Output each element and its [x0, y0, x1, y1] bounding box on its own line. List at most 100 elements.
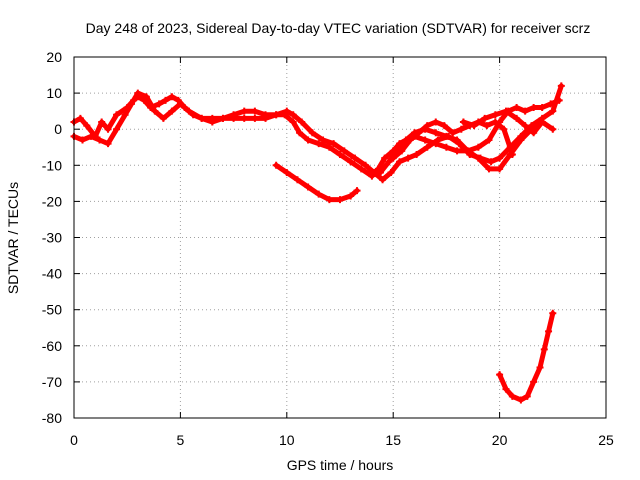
y-tick-label: 20 — [46, 49, 62, 65]
data-point — [496, 154, 504, 162]
data-point — [330, 140, 338, 148]
data-point — [362, 161, 370, 169]
data-point — [96, 136, 104, 144]
data-point — [319, 136, 327, 144]
x-tick-label: 15 — [385, 432, 401, 448]
data-point — [398, 147, 406, 155]
data-point — [98, 118, 106, 126]
y-tick-label: -50 — [42, 302, 62, 318]
data-point — [457, 125, 465, 133]
y-tick-label: -60 — [42, 338, 62, 354]
data-point — [162, 96, 170, 104]
data-point — [530, 129, 538, 137]
data-point — [336, 150, 344, 158]
data-point — [251, 114, 259, 122]
grid-lines — [74, 57, 606, 418]
data-point — [315, 190, 323, 198]
data-point — [538, 104, 546, 112]
data-point — [508, 392, 516, 400]
x-axis-title: GPS time / hours — [287, 457, 394, 473]
data-point — [251, 107, 259, 115]
data-point — [230, 111, 238, 119]
data-point — [523, 392, 531, 400]
data-point — [549, 107, 557, 115]
data-point — [423, 122, 431, 130]
data-point — [513, 104, 521, 112]
series-track-f — [272, 161, 361, 204]
data-point — [168, 107, 176, 115]
data-point — [83, 122, 91, 130]
x-tick-label: 20 — [492, 432, 508, 448]
data-point — [389, 154, 397, 162]
data-point — [545, 327, 553, 335]
data-point — [485, 165, 493, 173]
data-point — [325, 143, 333, 151]
data-point — [491, 111, 499, 119]
data-point — [513, 114, 521, 122]
data-point — [557, 82, 565, 90]
data-point — [240, 114, 248, 122]
data-point — [538, 118, 546, 126]
y-tick-label: -40 — [42, 266, 62, 282]
data-point — [336, 196, 344, 204]
data-point — [272, 111, 280, 119]
data-point — [517, 396, 525, 404]
data-point — [113, 125, 121, 133]
data-point — [308, 129, 316, 137]
data-point — [483, 122, 491, 130]
data-point — [474, 143, 482, 151]
data-point — [530, 104, 538, 112]
data-point — [496, 165, 504, 173]
data-point — [432, 129, 440, 137]
data-point — [508, 150, 516, 158]
data-point — [423, 143, 431, 151]
y-axis-title: SDTVAR / TECUs — [5, 182, 21, 294]
y-tick-label: 10 — [46, 85, 62, 101]
data-point — [155, 100, 163, 108]
data-point — [353, 187, 361, 195]
data-point — [151, 107, 159, 115]
data-point — [289, 111, 297, 119]
data-point — [104, 140, 112, 148]
series-line — [497, 310, 556, 403]
data-point — [449, 129, 457, 137]
data-point — [357, 165, 365, 173]
data-point — [283, 107, 291, 115]
data-point — [481, 114, 489, 122]
data-point — [283, 169, 291, 177]
data-point — [121, 111, 129, 119]
data-point — [168, 93, 176, 101]
data-point — [289, 118, 297, 126]
data-point — [351, 154, 359, 162]
series-track-e — [459, 107, 546, 137]
data-point — [113, 111, 121, 119]
y-tick-label: -70 — [42, 374, 62, 390]
plot-frame — [73, 56, 607, 419]
data-point — [87, 132, 95, 140]
data-point — [272, 161, 280, 169]
series-track-c — [376, 118, 557, 177]
x-tick-label: 5 — [177, 432, 185, 448]
series-track-g — [496, 309, 557, 404]
data-point — [142, 93, 150, 101]
data-point — [530, 378, 538, 386]
data-point — [404, 154, 412, 162]
data-point — [134, 89, 142, 97]
data-point — [459, 118, 467, 126]
data-point — [432, 118, 440, 126]
x-tick-labels: 0 5 10 15 20 25 — [70, 432, 614, 448]
data-point — [296, 129, 304, 137]
data-point — [240, 107, 248, 115]
data-point — [396, 158, 404, 166]
data-point — [464, 147, 472, 155]
data-point — [521, 107, 529, 115]
data-point — [376, 169, 384, 177]
y-tick-label: -10 — [42, 157, 62, 173]
data-point — [496, 371, 504, 379]
data-point — [381, 154, 389, 162]
x-tick-label: 10 — [279, 432, 295, 448]
y-tick-label: -20 — [42, 193, 62, 209]
data-point — [176, 100, 184, 108]
data-point — [521, 122, 529, 130]
